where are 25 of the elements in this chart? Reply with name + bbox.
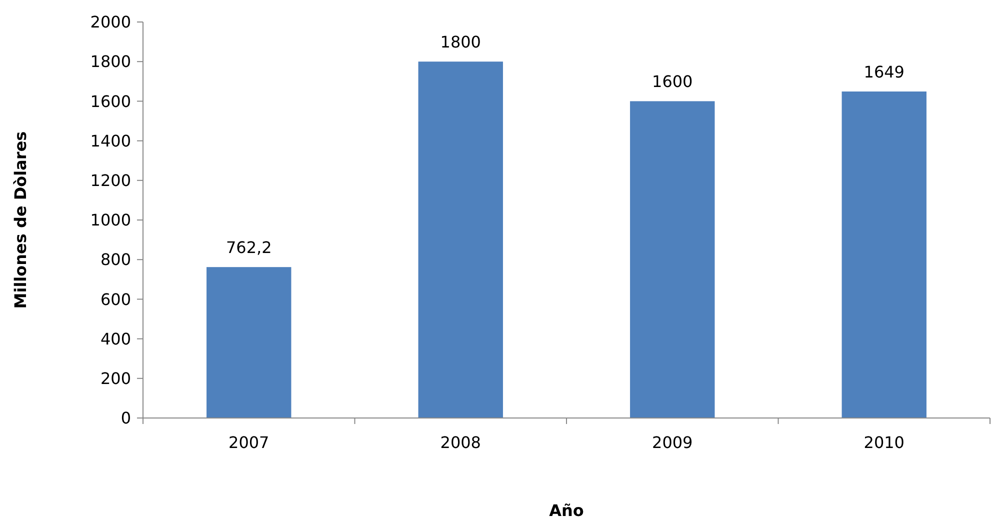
y-tick-label: 400: [100, 329, 131, 348]
bar: [842, 92, 926, 418]
data-label: 762,2: [226, 238, 272, 258]
y-tick-label: 2000: [90, 12, 131, 32]
x-tick-label: 2009: [652, 433, 693, 452]
x-axis-title: Año: [549, 501, 584, 520]
bar: [630, 101, 715, 418]
x-tick-label: 2008: [440, 433, 481, 452]
y-axis-title: Millones de Dòlares: [11, 131, 30, 309]
y-tick-label: 0: [120, 408, 131, 428]
y-tick-label: 200: [100, 369, 131, 388]
y-tick-label: 600: [100, 290, 131, 309]
x-tick-label: 2010: [864, 433, 904, 452]
data-label: 1800: [440, 32, 481, 52]
y-tick-label: 800: [100, 250, 131, 270]
data-label: 1649: [864, 62, 904, 82]
y-tick-label: 1400: [90, 131, 131, 150]
bar: [418, 62, 503, 418]
x-tick-label: 2007: [228, 433, 270, 452]
bar: [206, 267, 292, 418]
y-tick-label: 1200: [90, 171, 131, 190]
y-tick-label: 1600: [90, 92, 131, 111]
y-tick-label: 1800: [90, 52, 131, 72]
y-tick-label: 1000: [90, 210, 131, 230]
data-label: 1600: [652, 72, 693, 92]
